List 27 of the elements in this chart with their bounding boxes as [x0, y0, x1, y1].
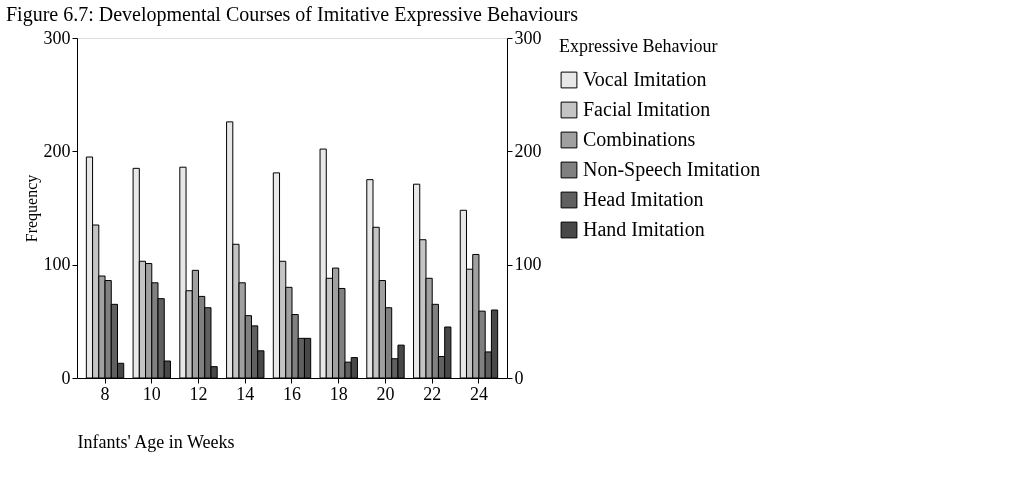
y-tick-label: 100	[43, 254, 71, 275]
x-tick-label: 12	[189, 383, 208, 404]
y2-tick-label: 0	[514, 367, 524, 388]
legend-label: Combinations	[583, 128, 696, 150]
x-tick-label: 24	[469, 383, 488, 404]
x-tick-label: 10	[142, 383, 161, 404]
legend-title: Expressive Behaviour	[559, 36, 718, 56]
y-tick-label: 0	[61, 367, 71, 388]
x-tick-label: 8	[100, 383, 110, 404]
y2-tick-label: 200	[514, 140, 542, 161]
legend-label: Head Imitation	[583, 188, 704, 210]
legend-label: Facial Imitation	[583, 98, 711, 120]
legend-label: Hand Imitation	[583, 218, 705, 240]
x-tick-label: 14	[236, 383, 255, 404]
y-axis-title: Frequency	[22, 174, 41, 243]
x-tick-label: 20	[376, 383, 395, 404]
y2-tick-label: 300	[514, 27, 542, 48]
y-tick-label: 300	[43, 27, 71, 48]
x-tick-label: 22	[423, 383, 442, 404]
y2-tick-label: 100	[514, 254, 542, 275]
chart-title: Figure 6.7: Developmental Courses of Imitative Expressive Behaviours	[5, 3, 579, 26]
legend-label: Non-Speech Imitation	[583, 158, 761, 181]
x-tick-label: 18	[329, 383, 348, 404]
x-tick-label: 16	[283, 383, 301, 404]
x-axis-title: Infants' Age in Weeks	[77, 431, 235, 452]
y-tick-label: 200	[43, 140, 71, 161]
legend-label: Vocal Imitation	[583, 68, 707, 90]
